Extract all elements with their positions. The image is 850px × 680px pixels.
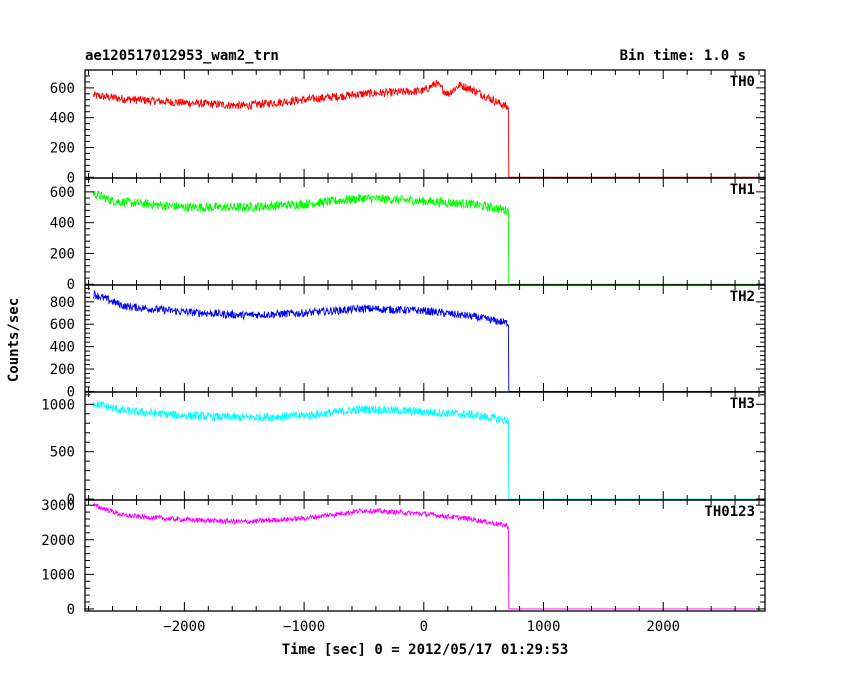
x-axis-label: Time [sec] 0 = 2012/05/17 01:29:53 — [282, 642, 569, 658]
y-tick-label: 600 — [50, 81, 75, 97]
x-tick-label: 2000 — [646, 619, 680, 635]
y-tick-label: 1000 — [41, 567, 75, 583]
x-tick-label: −2000 — [163, 619, 205, 635]
panel-frame — [84, 499, 766, 612]
x-tick-labels: −2000 −1000 0 1000 2000 — [163, 619, 680, 635]
y-tick-label: 2000 — [41, 533, 75, 549]
y-tick-label: 600 — [50, 185, 75, 201]
y-tick-label: 200 — [50, 140, 75, 156]
y-tick-label: 500 — [50, 445, 75, 461]
series-label-th0: TH0 — [730, 74, 755, 90]
panel-th1: 0 200 400 600 TH1 — [50, 177, 766, 293]
series-line-th2 — [92, 289, 756, 392]
x-tick-label: −1000 — [283, 619, 325, 635]
y-tick-label: 0 — [67, 170, 75, 186]
y-tick-label: 0 — [67, 602, 75, 618]
panel-frame — [84, 391, 766, 501]
panel-th0123: 0 1000 2000 3000 TH0123 — [41, 498, 766, 618]
panel-frame — [84, 177, 766, 286]
y-tick-label: 200 — [50, 362, 75, 378]
series-line-th1 — [92, 190, 756, 285]
series-line-th3 — [92, 400, 756, 500]
y-tick-label: 800 — [50, 295, 75, 311]
y-tick-label: 600 — [50, 317, 75, 333]
x-tick-label: 1000 — [527, 619, 561, 635]
series-line-th0123 — [92, 502, 756, 610]
y-tick-label: 0 — [67, 492, 75, 508]
x-tick-label: 0 — [420, 619, 428, 635]
panel-frame — [84, 284, 766, 393]
y-tick-label: 0 — [67, 384, 75, 400]
panels-group: 0 200 400 600 TH0 0 200 400 600 TH1 0 200 400 600 800 T… — [41, 69, 766, 635]
y-tick-label: 400 — [50, 111, 75, 127]
y-axis-label: Counts/sec — [6, 298, 22, 382]
panel-th2: 0 200 400 600 800 TH2 — [50, 284, 766, 400]
y-tick-label: 400 — [50, 340, 75, 356]
series-label-th1: TH1 — [730, 182, 755, 198]
y-tick-label: 3000 — [41, 498, 75, 514]
bin-time-label: Bin time: 1.0 s — [620, 48, 746, 64]
panel-frame — [84, 69, 766, 179]
y-tick-label: 0 — [67, 277, 75, 293]
series-line-th0 — [92, 79, 756, 178]
series-label-th0123: TH0123 — [704, 504, 755, 520]
panel-th0: 0 200 400 600 TH0 — [50, 69, 766, 186]
y-tick-label: 1000 — [41, 397, 75, 413]
chart-title: ae120517012953_wam2_trn — [85, 48, 279, 64]
series-label-th2: TH2 — [730, 289, 755, 305]
series-label-th3: TH3 — [730, 396, 755, 412]
y-tick-label: 200 — [50, 246, 75, 262]
panel-th3: 0 500 1000 TH3 — [41, 391, 766, 508]
y-tick-label: 400 — [50, 216, 75, 232]
